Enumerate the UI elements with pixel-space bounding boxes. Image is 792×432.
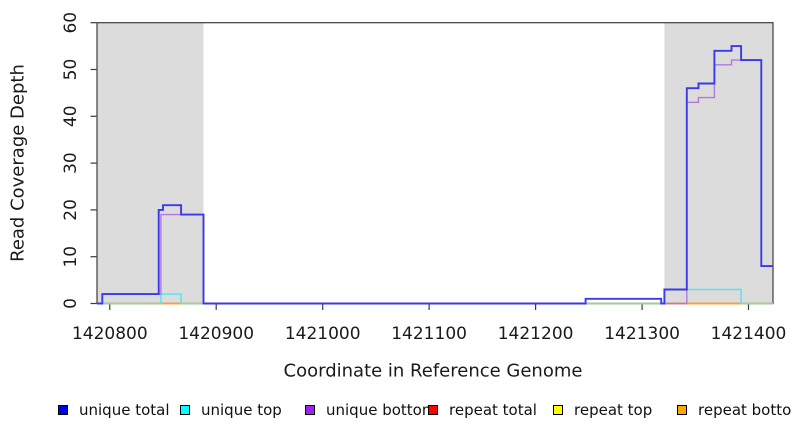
legend-item-repeat-bottom: repeat bottom [677, 401, 792, 419]
shaded-region [664, 22, 773, 304]
series-unique-total [97, 45, 773, 305]
legend-label: unique bottom [326, 401, 437, 419]
legend-swatch-unique-bottom-icon [305, 405, 315, 415]
x-tick-label: 1420800 [72, 324, 148, 344]
y-tick-label: 10 [61, 246, 81, 268]
legend-item-repeat-total: repeat total [428, 401, 537, 419]
y-tick-label: 40 [61, 105, 81, 127]
legend-item-repeat-top: repeat top [553, 401, 653, 419]
y-tick-label: 20 [61, 199, 81, 221]
x-tick-label: 1421400 [711, 324, 787, 344]
shaded-region [97, 22, 204, 304]
legend-label: repeat bottom [698, 401, 792, 419]
legend-swatch-unique-top-icon [180, 405, 190, 415]
y-tick-label: 0 [61, 298, 81, 309]
legend-swatch-unique-total-icon [58, 405, 68, 415]
x-tick-label: 1421200 [498, 324, 574, 344]
legend-item-unique-bottom: unique bottom [305, 401, 437, 419]
series-unique-bottom [97, 59, 773, 305]
legend-label: repeat total [449, 401, 537, 419]
legend-item-unique-top: unique top [180, 401, 282, 419]
y-tick-label: 50 [61, 59, 81, 81]
legend-label: repeat top [574, 401, 653, 419]
legend-label: unique total [79, 401, 170, 419]
legend-swatch-repeat-bottom-icon [677, 405, 687, 415]
legend-label: unique top [201, 401, 282, 419]
x-tick-label: 1421000 [285, 324, 361, 344]
x-tick-label: 1421300 [604, 324, 680, 344]
y-tick-label: 60 [61, 12, 81, 34]
x-axis-title: Coordinate in Reference Genome [283, 360, 583, 382]
legend-item-unique-total: unique total [58, 401, 170, 419]
legend-swatch-repeat-top-icon [553, 405, 563, 415]
y-axis-title: Read Coverage Depth [7, 64, 29, 262]
legend-swatch-repeat-total-icon [428, 405, 438, 415]
y-tick-label: 30 [61, 152, 81, 174]
x-tick-label: 1421100 [391, 324, 467, 344]
x-tick-label: 1420900 [178, 324, 254, 344]
